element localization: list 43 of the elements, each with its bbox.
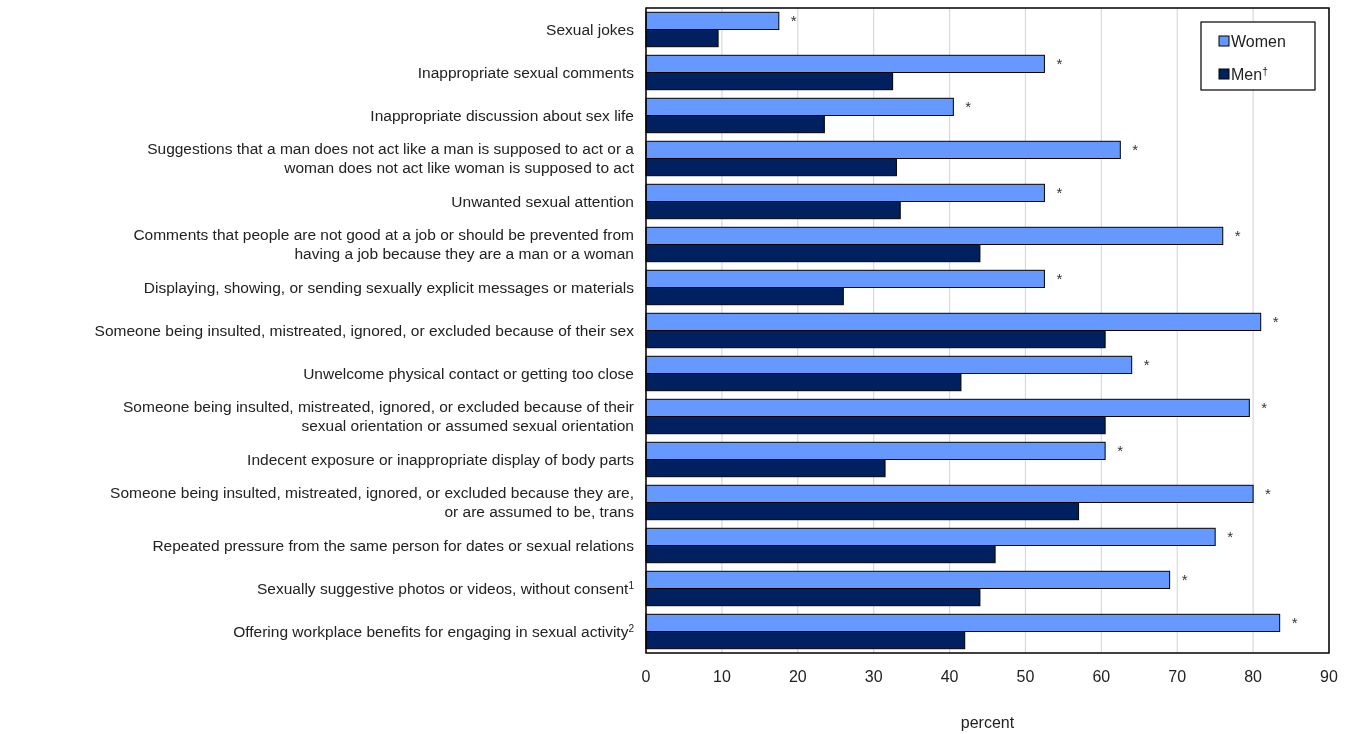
y-tick-label: Sexually suggestive photos or videos, without consent$^{1}$ [257,579,635,597]
y-tick-label: Suggestions that a man does not act like a man is supposed to act or a woman does not act like woman is supposed to act [147,140,635,176]
y-tick-label: Displaying, showing, or sending sexually explicit messages or materials [143,278,635,296]
x-tick-label: 0 [641,668,651,685]
data-label: * [1261,398,1268,416]
y-tick-label: Repeated pressure from the same person for dates or sexual relations [152,536,635,554]
x-tick-label: 80 [1244,668,1263,685]
data-label: * [1291,613,1298,631]
x-tick-label: 40 [940,668,959,685]
x-tick-label: 30 [864,668,883,685]
y-tick-label: Sexual jokes [546,20,635,38]
y-tick-label: Offering workplace benefits for engaging in sexual activity$^{2}$ [233,622,635,640]
y-tick-label: Unwelcome physical contact or getting too close [303,364,634,382]
y-tick-label: Inappropriate sexual comments [417,63,635,81]
data-label: * [790,11,797,29]
y-tick-label: Someone being insulted, mistreated, ignored, or excluded because they are, or are assumed to be, trans [110,484,635,520]
data-label: * [1132,140,1139,158]
data-label: * [1181,570,1188,588]
data-label: * [1056,183,1063,201]
data-label: * [1056,54,1063,72]
data-label: * [1272,312,1279,330]
x-axis-title: percent [960,714,1015,731]
data-label: * [1117,441,1124,459]
x-tick-label: 50 [1016,668,1035,685]
data-label: * [1227,527,1234,545]
y-tick-label: Someone being insulted, mistreated, ignored, or excluded because of their sex [94,321,635,339]
data-label: * [1234,226,1241,244]
data-label: * [1143,355,1150,373]
legend-label: Women [1231,33,1286,50]
data-label: * [965,97,972,115]
y-tick-label: Inappropriate discussion about sex life [370,106,634,124]
y-tick-label: Comments that people are not good at a job or should be prevented from having a job because they are a man or a woman [133,226,634,262]
x-tick-label: 60 [1092,668,1111,685]
x-tick-label: 20 [788,668,807,685]
legend-label: Men$^{†}$ [1231,65,1269,83]
x-tick-label: 90 [1320,668,1338,685]
data-label: * [1056,269,1063,287]
x-tick-label: 10 [712,668,731,685]
y-tick-label: Unwanted sexual attention [451,192,634,210]
y-tick-label: Indecent exposure or inappropriate display of body parts [247,450,635,468]
data-label: * [1265,484,1272,502]
x-tick-label: 70 [1168,668,1187,685]
y-tick-label: Someone being insulted, mistreated, ignored, or excluded because of their sexual orientation or assumed sexual orientation [123,398,634,434]
